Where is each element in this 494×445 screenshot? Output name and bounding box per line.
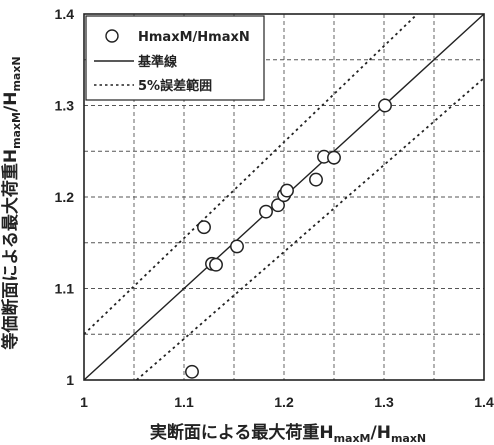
plot-area-frame [83,13,485,381]
x-axis-label-mid: /H [371,423,391,443]
x-tick-label: 1 [80,394,88,410]
legend-label-reference: 基準線 [137,54,178,70]
x-tick-labels: 1 1.1 1.2 1.3 1.4 [80,394,494,410]
x-axis-label-sub2: maxN [391,432,426,445]
y-axis-label-main: 等価断面による最大荷重H [0,149,21,350]
error-band-upper [83,13,418,335]
x-axis-label: 実断面による最大荷重HmaxM/HmaxN [150,422,426,445]
y-axis-label: 等価断面による最大荷重HmaxM/HmaxN [0,56,23,349]
x-tick-label: 1.4 [474,394,494,410]
legend-circle-marker [105,29,119,43]
data-point [197,220,211,235]
y-tick-label: 1.3 [55,98,75,114]
data-point [271,198,285,213]
error-band-lower [136,77,485,381]
data-point [309,172,323,187]
error-band-layer [83,13,485,381]
data-points-layer [185,98,392,379]
legend: HmaxM/HmaxN 基準線 5%誤差範囲 [85,15,265,101]
y-tick-label: 1.4 [55,6,75,22]
y-tick-label: 1.2 [55,189,75,205]
x-tick-label: 1.2 [274,394,294,410]
x-axis-label-sub1: maxM [334,432,371,445]
y-axis-label-sub1: maxM [10,112,23,149]
legend-label-band: 5%誤差範囲 [138,78,212,94]
legend-box [85,15,265,101]
data-point [209,257,223,272]
y-tick-label: 1.1 [55,281,75,297]
x-axis-label-main: 実断面による最大荷重H [150,422,334,443]
data-point [230,239,244,254]
y-axis-label-sub2: maxN [10,56,23,91]
data-point [185,364,199,379]
y-tick-label: 1 [66,372,74,388]
data-point [259,204,273,219]
data-point [327,150,341,165]
legend-label-points: HmaxM/HmaxN [138,30,250,45]
x-tick-label: 1.3 [374,394,394,410]
x-tick-label: 1.1 [174,394,194,410]
y-tick-labels: 1 1.1 1.2 1.3 1.4 [55,6,75,388]
data-point [378,98,392,113]
data-point [280,183,294,198]
y-axis-label-mid: /H [1,92,21,112]
